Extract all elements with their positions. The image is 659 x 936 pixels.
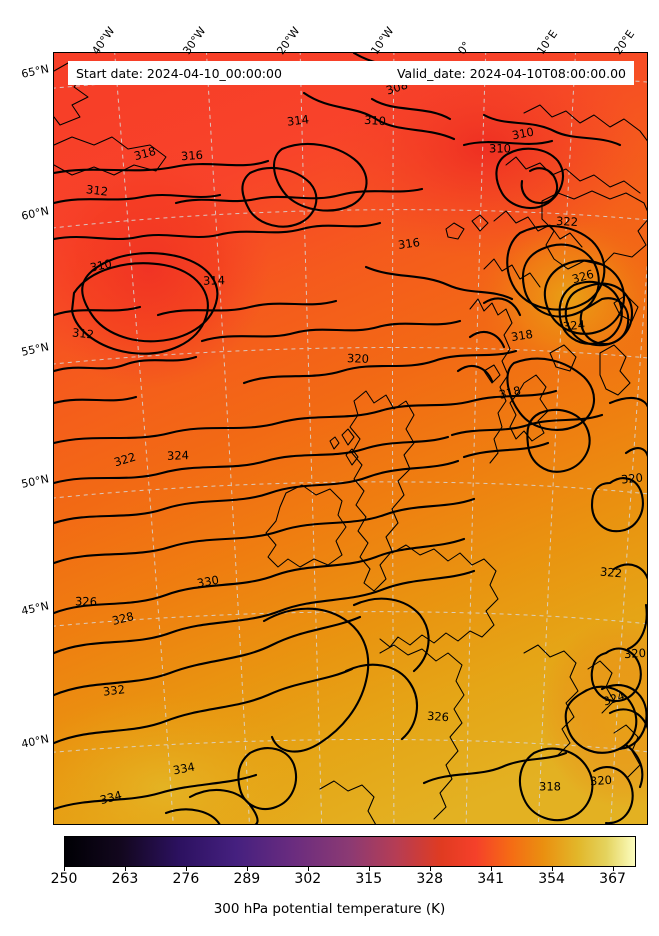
- contour-label: 310: [511, 125, 535, 143]
- colorbar-tick-label-2: 276: [172, 871, 200, 887]
- contour-label: 318: [498, 383, 523, 402]
- colorbar-tick-1: [124, 867, 126, 871]
- map-contour-field: 3083083143143103103103103103103183183163…: [54, 53, 647, 824]
- colorbar-tick-label-5: 315: [355, 871, 383, 887]
- map-plot-area[interactable]: 3083083143143103103103103103103183183163…: [53, 52, 648, 825]
- colorbar-tick-6: [429, 867, 431, 871]
- colorbar-gradient: [65, 837, 635, 866]
- colorbar-tick-4: [307, 867, 309, 871]
- contour-label: 316: [181, 148, 204, 163]
- contour-label: 324: [167, 448, 189, 463]
- lat-tick-label-2: 55°N: [20, 340, 50, 359]
- lat-tick-label-1: 60°N: [20, 204, 50, 223]
- colorbar-tick-label-7: 341: [477, 871, 505, 887]
- contour-label: 328: [111, 609, 136, 628]
- contour-label: 332: [102, 682, 125, 699]
- colorbar-tick-0: [64, 867, 65, 871]
- contour-label: 312: [71, 325, 94, 341]
- contour-label: 318: [539, 780, 561, 794]
- contour-label: 316: [397, 235, 421, 252]
- contour-label: 312: [85, 182, 108, 199]
- start-date-label: Start date: 2024-04-10_00:00:00: [76, 65, 282, 81]
- colorbar-tick-label-9: 367: [599, 871, 626, 887]
- valid-date-label: Valid_date: 2024-04-10T08:00:00.00: [396, 65, 626, 81]
- contour-label: 314: [203, 273, 225, 287]
- contour-label: 334: [98, 788, 123, 807]
- colorbar-tick-label-1: 263: [111, 871, 139, 887]
- contour-label: 320: [347, 351, 369, 366]
- colorbar-tick-5: [368, 867, 370, 871]
- contour-lines: [54, 53, 647, 824]
- lat-tick-label-0: 65°N: [20, 62, 50, 81]
- lat-tick-label-3: 50°N: [20, 472, 50, 491]
- colorbar-tick-label-4: 302: [294, 871, 322, 887]
- colorbar-tick-label-3: 289: [233, 871, 261, 887]
- contour-label: 320: [624, 646, 647, 661]
- contour-label: 310: [364, 113, 387, 128]
- colorbar-tick-label-0: 250: [50, 871, 78, 887]
- contour-label: 326: [75, 594, 97, 608]
- contour-label: 310: [89, 256, 113, 274]
- colorbar-tick-label-8: 354: [538, 871, 565, 887]
- contour-label: 322: [599, 565, 622, 581]
- colorbar-tick-7: [490, 867, 492, 871]
- contour-label: 318: [132, 144, 157, 163]
- contour-label: 322: [112, 450, 137, 470]
- colorbar-tick-label-6: 328: [416, 871, 444, 887]
- contour-label: 324: [601, 688, 626, 708]
- contour-label: 314: [286, 112, 309, 129]
- lat-tick-label-5: 40°N: [20, 732, 50, 751]
- contour-label: 310: [489, 142, 511, 156]
- contour-label: 334: [172, 760, 196, 778]
- colorbar-caption: 300 hPa potential temperature (K): [213, 901, 446, 917]
- contour-label: 322: [556, 214, 579, 229]
- contour-label: 330: [196, 573, 220, 591]
- colorbar[interactable]: [64, 836, 636, 867]
- contour-label: 320: [620, 470, 643, 486]
- contour-label: 318: [510, 327, 534, 344]
- colorbar-tick-2: [185, 867, 187, 871]
- contour-label: 326: [427, 709, 450, 724]
- contour-label: 320: [590, 773, 613, 788]
- info-banner: Start date: 2024-04-10_00:00:00 Valid_da…: [68, 61, 634, 85]
- colorbar-tick-9: [612, 867, 614, 871]
- contour-label: 326: [570, 267, 595, 287]
- contour-label: 324: [562, 318, 585, 334]
- lat-tick-label-4: 45°N: [20, 599, 50, 618]
- colorbar-tick-3: [246, 867, 248, 871]
- colorbar-tick-8: [551, 867, 553, 871]
